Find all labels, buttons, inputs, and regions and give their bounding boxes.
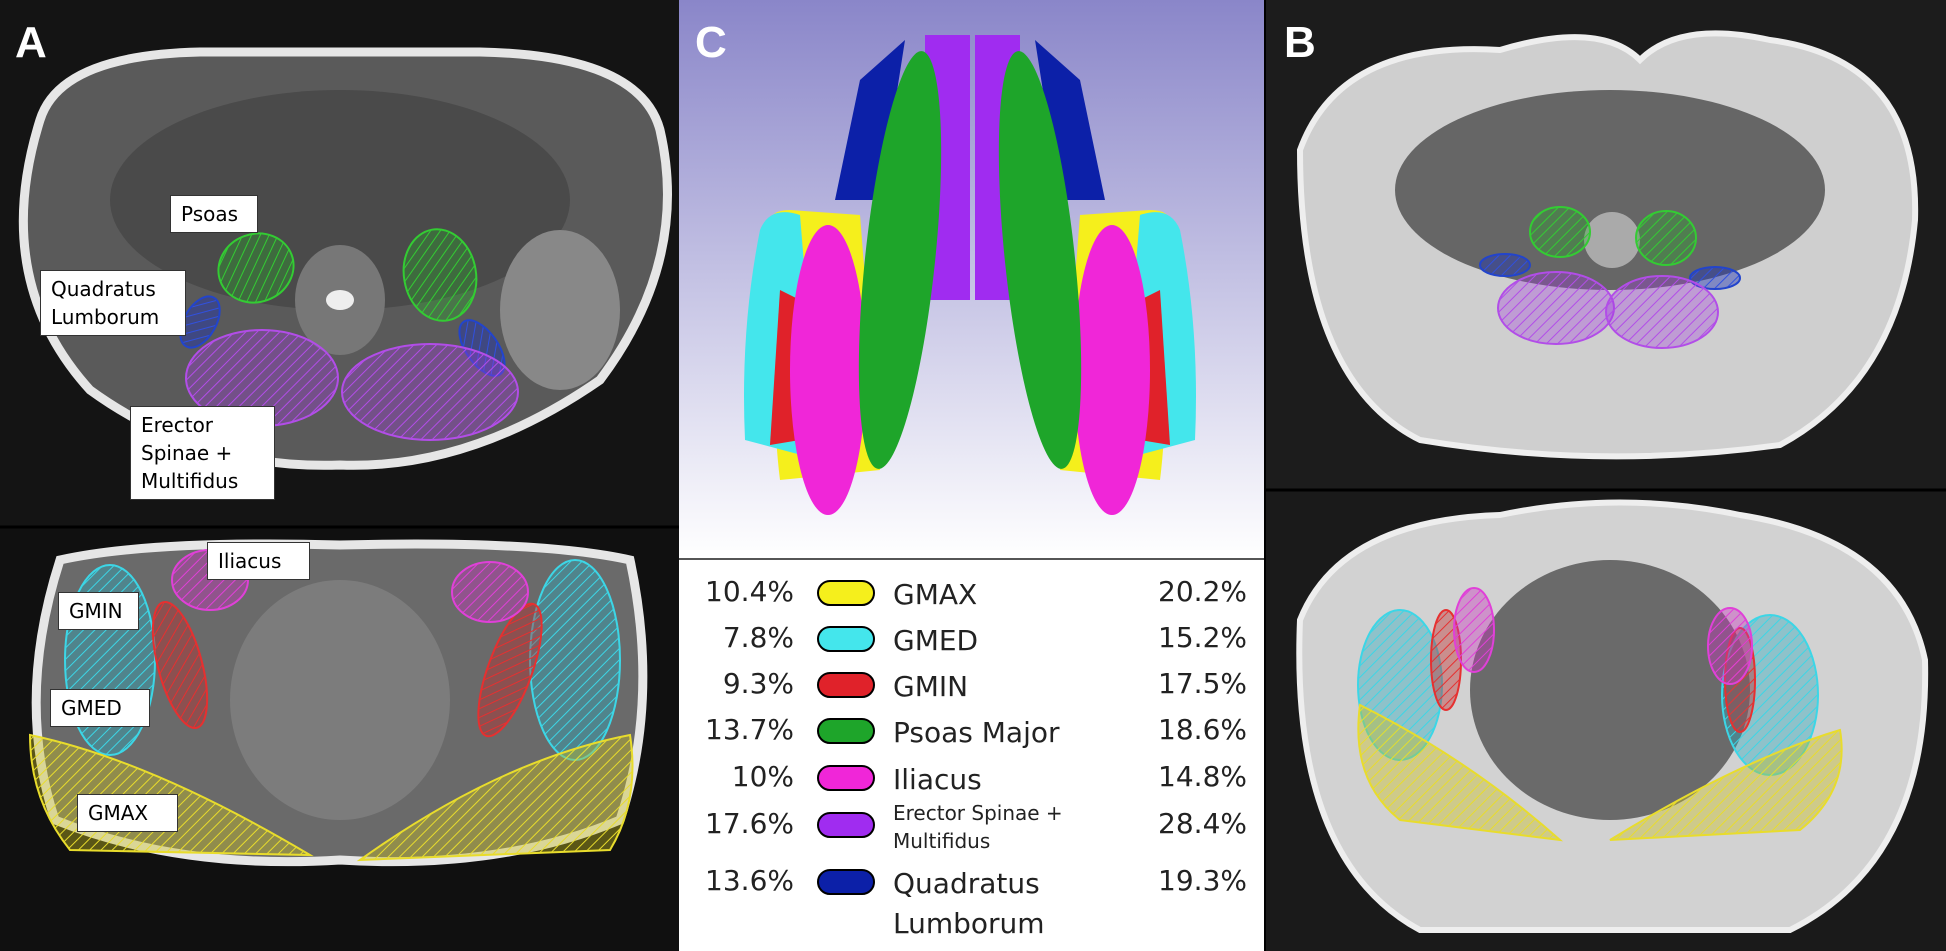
annotation-line: Spinae +	[141, 441, 233, 465]
legend-swatch	[817, 626, 875, 652]
legend-left-value: 13.6%	[705, 864, 794, 897]
legend-name-line: GMAX	[893, 578, 978, 611]
legend-right-value: 15.2%	[1158, 621, 1247, 654]
legend-left-value: 9.3%	[722, 667, 794, 700]
annotation-line: Psoas	[181, 202, 239, 226]
legend-swatch	[817, 718, 875, 744]
annotation-box: Iliacus	[207, 542, 310, 580]
legend-left-value: 13.7%	[705, 713, 794, 746]
legend-name-line: Quadratus	[893, 867, 1040, 900]
legend-left-value: 7.8%	[722, 621, 794, 654]
legend-right-value: 18.6%	[1158, 713, 1247, 746]
mri-a-bottom	[0, 527, 679, 951]
annotation-box: Erector Spinae + Multifidus	[130, 406, 275, 500]
annotation-line: Iliacus	[218, 549, 282, 573]
legend-name-line: Iliacus	[893, 763, 982, 796]
annotation-line: Lumborum	[51, 305, 160, 329]
legend-name-line: Erector Spinae +	[893, 801, 1063, 825]
legend-name: Psoas Major	[893, 713, 1060, 753]
mri-b-bottom	[1266, 490, 1946, 951]
legend-name-line: GMED	[893, 624, 979, 657]
legend-swatch	[817, 812, 875, 838]
annotation-box: GMED	[50, 689, 150, 727]
legend-swatch	[817, 672, 875, 698]
legend-right-value: 17.5%	[1158, 667, 1247, 700]
legend-name-line: GMIN	[893, 670, 969, 703]
mri-a-top	[0, 0, 679, 527]
legend-name: Quadratus Lumborum	[893, 864, 1045, 944]
legend-right-value: 19.3%	[1158, 864, 1247, 897]
legend-swatch	[817, 869, 875, 895]
annotation-line: GMED	[61, 696, 122, 720]
legend-right-value: 14.8%	[1158, 760, 1247, 793]
annotation-box: GMAX	[77, 794, 178, 832]
legend-name-line: Psoas Major	[893, 716, 1060, 749]
panel-label: C	[695, 18, 727, 67]
legend-right-value: 28.4%	[1158, 807, 1247, 840]
panel-label: A	[15, 18, 47, 67]
render-3d	[679, 0, 1264, 951]
legend-name: GMAX	[893, 575, 977, 615]
panel-label: B	[1284, 18, 1316, 67]
annotation-line: Erector	[141, 413, 214, 437]
legend-name-line: Multifidus	[893, 829, 991, 853]
annotation-box: Quadratus Lumborum	[40, 270, 186, 336]
legend-name: Iliacus	[893, 760, 982, 800]
legend-right-value: 20.2%	[1158, 575, 1247, 608]
legend-left-value: 10%	[731, 760, 794, 793]
legend-swatch	[817, 580, 875, 606]
annotation-line: GMIN	[69, 599, 123, 623]
annotation-line: Quadratus	[51, 277, 156, 301]
legend-left-value: 17.6%	[705, 807, 794, 840]
annotation-box: GMIN	[58, 592, 139, 630]
legend-name: GMIN	[893, 667, 968, 707]
legend-left-value: 10.4%	[705, 575, 794, 608]
annotation-line: Multifidus	[141, 469, 239, 493]
legend-name: Erector Spinae + Multifidus	[893, 799, 1063, 855]
legend-name-line: Lumborum	[893, 907, 1045, 940]
annotation-box: Psoas	[170, 195, 258, 233]
legend-swatch	[817, 765, 875, 791]
legend-name: GMED	[893, 621, 978, 661]
annotation-line: GMAX	[88, 801, 149, 825]
mri-b-top	[1266, 0, 1946, 490]
